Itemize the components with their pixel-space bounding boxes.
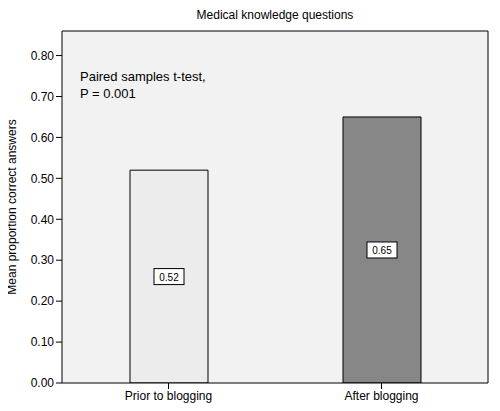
- svg-text:After blogging: After blogging: [344, 389, 418, 403]
- svg-text:0.40: 0.40: [31, 213, 55, 227]
- svg-text:0.80: 0.80: [31, 49, 55, 63]
- svg-text:0.52: 0.52: [159, 272, 179, 283]
- svg-text:0.70: 0.70: [31, 90, 55, 104]
- html-text:Medical knowledge questions: Medical knowledge questions: [196, 8, 354, 22]
- html-text:P = 0.001: P = 0.001: [80, 86, 136, 101]
- html-text:Paired samples t-test,: Paired samples t-test,: [80, 69, 206, 84]
- svg-text:0.65: 0.65: [372, 245, 392, 256]
- svg-text:Prior to blogging: Prior to blogging: [125, 389, 212, 403]
- svg-text:0.50: 0.50: [31, 172, 55, 186]
- svg-text:0.10: 0.10: [31, 335, 55, 349]
- svg-text:0.30: 0.30: [31, 253, 55, 267]
- svg-text:0.00: 0.00: [31, 376, 55, 390]
- svg-text:Mean proportion correct answer: Mean proportion correct answers: [8, 119, 19, 294]
- svg-text:0.60: 0.60: [31, 131, 55, 145]
- svg-text:0.20: 0.20: [31, 294, 55, 308]
